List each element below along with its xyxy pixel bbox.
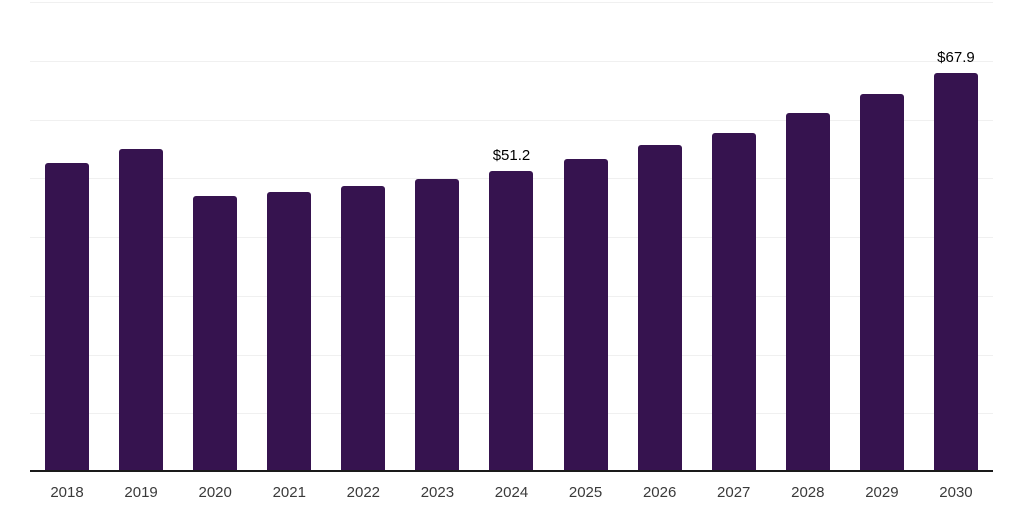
bar-2025 [563, 158, 608, 470]
x-axis-line [30, 470, 993, 472]
bar-2029 [859, 94, 904, 470]
bar-2030 [933, 73, 978, 470]
bar-2019 [119, 148, 164, 470]
bar-2026 [637, 145, 682, 470]
bar-slot-2023 [400, 0, 474, 472]
bar-2021 [267, 192, 312, 470]
x-axis-tick-label-2024: 2024 [494, 484, 529, 501]
bar-slot-2021 [252, 0, 326, 472]
x-axis-tick-label-2025: 2025 [568, 484, 603, 501]
x-axis-labels: 2018 2019 2020 2021 2022 2023 2024 2025 2026 2027… [30, 484, 993, 504]
x-axis-tick-label-2030: 2030 [939, 484, 973, 501]
value-label-2030: $67.9 [937, 49, 975, 67]
bar-2020 [193, 196, 238, 470]
bar-slot-2029 [845, 0, 919, 472]
bar-slot-2022 [326, 0, 400, 472]
x-axis-tick-label-2029: 2029 [865, 484, 899, 501]
x-axis-tick-label-2021: 2021 [272, 484, 306, 501]
x-axis-tick-label-2020: 2020 [198, 484, 232, 501]
value-label-2024: $51.2 [492, 147, 531, 165]
x-axis-tick-label-2027: 2027 [717, 484, 751, 501]
bar-slot-2026 [623, 0, 697, 472]
bar-2028 [785, 113, 830, 470]
x-axis-tick-label-2018: 2018 [50, 484, 84, 501]
plot-area: $51.2 $67.9 [30, 0, 993, 472]
bar-slot-2024: $51.2 [474, 0, 548, 472]
gridline-70 [30, 60, 993, 62]
x-axis-tick-label-2026: 2026 [642, 484, 677, 501]
x-axis-tick-label-2019: 2019 [124, 484, 158, 501]
x-axis-tick-label-2028: 2028 [791, 484, 825, 501]
bar-slot-2027 [697, 0, 771, 472]
bar-2027 [711, 133, 756, 470]
gridline-60 [30, 119, 993, 121]
bar-2023 [415, 178, 460, 470]
bar-slot-2020 [178, 0, 252, 472]
bar-2022 [341, 186, 386, 470]
gridline-80 [30, 2, 993, 3]
x-axis-tick-label-2022: 2022 [346, 484, 381, 501]
x-axis-tick-label-2023: 2023 [420, 484, 455, 501]
bar-slot-2028 [771, 0, 845, 472]
bar-2018 [45, 162, 90, 470]
bar-slot-2025 [549, 0, 623, 472]
bar-slot-2019 [104, 0, 178, 472]
bar-2024 [489, 171, 534, 470]
bar-slot-2030: $67.9 [919, 0, 993, 472]
bar-slot-2018 [30, 0, 104, 472]
